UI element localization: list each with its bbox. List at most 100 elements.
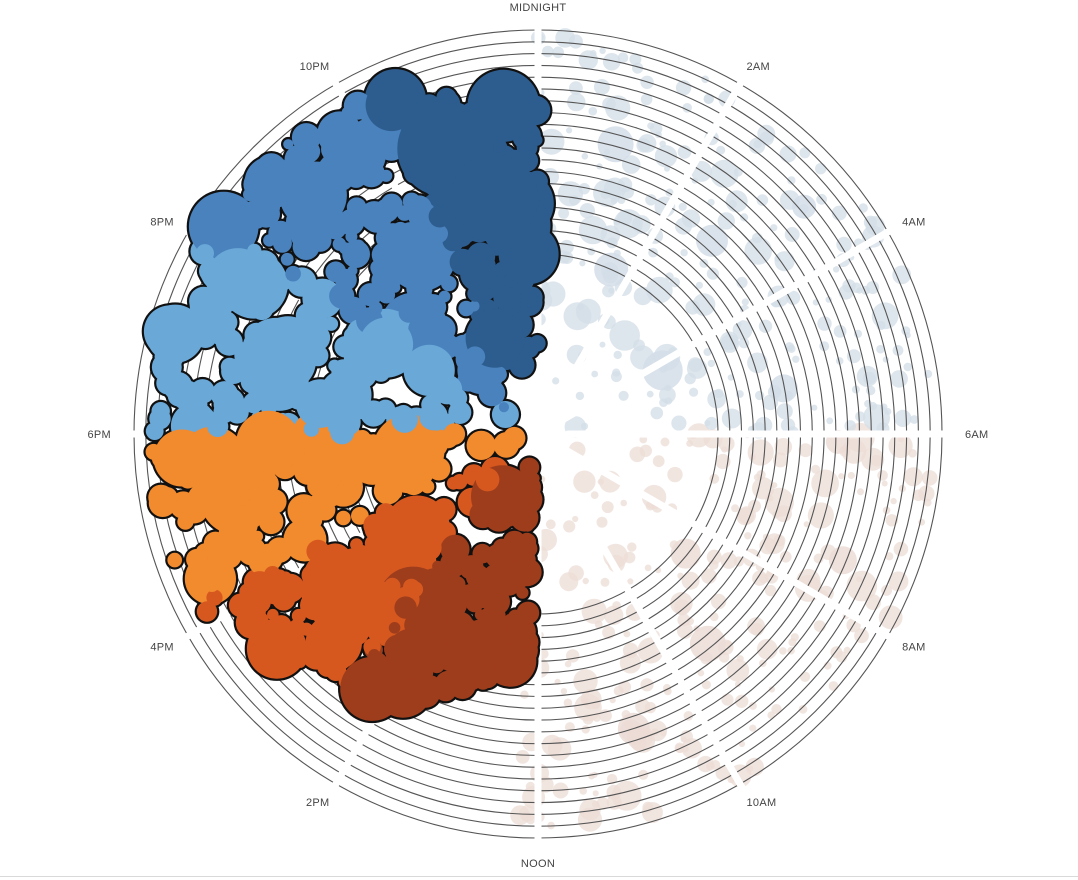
- highlighted-point[interactable]: [167, 552, 182, 568]
- highlighted-point[interactable]: [360, 207, 376, 223]
- highlighted-point[interactable]: [457, 370, 479, 392]
- highlighted-point[interactable]: [381, 439, 436, 494]
- highlighted-point[interactable]: [199, 497, 217, 516]
- highlighted-point[interactable]: [320, 590, 340, 610]
- highlighted-point[interactable]: [447, 606, 465, 623]
- highlighted-point[interactable]: [366, 434, 381, 449]
- highlighted-point[interactable]: [195, 244, 214, 263]
- highlighted-point[interactable]: [220, 357, 239, 376]
- highlighted-point[interactable]: [305, 512, 323, 529]
- highlighted-point[interactable]: [207, 547, 226, 566]
- highlighted-point[interactable]: [350, 538, 363, 551]
- highlighted-point[interactable]: [365, 79, 418, 132]
- highlighted-point[interactable]: [191, 403, 212, 424]
- highlighted-point[interactable]: [391, 406, 418, 433]
- highlighted-point[interactable]: [390, 254, 404, 268]
- highlighted-point[interactable]: [479, 607, 497, 626]
- highlighted-point[interactable]: [386, 352, 408, 374]
- highlighted-point[interactable]: [366, 448, 395, 477]
- highlighted-point[interactable]: [426, 226, 441, 240]
- highlighted-point[interactable]: [498, 224, 559, 285]
- highlighted-point[interactable]: [325, 261, 347, 283]
- highlighted-point[interactable]: [196, 601, 218, 622]
- highlighted-point[interactable]: [280, 279, 291, 290]
- highlighted-point[interactable]: [336, 510, 351, 526]
- highlighted-point[interactable]: [237, 366, 250, 380]
- highlighted-point[interactable]: [466, 430, 496, 460]
- highlighted-point[interactable]: [485, 497, 514, 527]
- highlighted-point[interactable]: [343, 327, 361, 344]
- highlighted-point[interactable]: [402, 192, 421, 211]
- highlighted-point[interactable]: [243, 170, 272, 199]
- highlighted-point[interactable]: [267, 608, 279, 621]
- highlighted-point[interactable]: [211, 270, 240, 299]
- highlighted-point[interactable]: [493, 432, 519, 458]
- highlighted-point[interactable]: [384, 482, 395, 493]
- highlighted-point[interactable]: [450, 154, 539, 242]
- highlighted-point[interactable]: [498, 402, 509, 413]
- highlighted-point[interactable]: [421, 593, 441, 614]
- highlighted-point[interactable]: [288, 619, 306, 637]
- highlighted-point[interactable]: [295, 523, 318, 546]
- highlighted-point[interactable]: [467, 285, 484, 302]
- highlighted-point[interactable]: [272, 233, 292, 253]
- highlighted-point[interactable]: [467, 69, 540, 142]
- highlighted-point[interactable]: [403, 344, 455, 396]
- highlighted-point[interactable]: [448, 401, 472, 424]
- highlighted-point[interactable]: [231, 205, 252, 227]
- highlighted-point[interactable]: [340, 215, 352, 227]
- highlighted-point[interactable]: [217, 490, 234, 507]
- highlighted-point[interactable]: [459, 555, 484, 580]
- highlighted-point[interactable]: [250, 266, 275, 292]
- highlighted-point[interactable]: [335, 484, 347, 496]
- highlighted-point[interactable]: [338, 566, 365, 593]
- highlighted-point[interactable]: [343, 91, 372, 120]
- highlighted-point[interactable]: [421, 394, 441, 415]
- highlighted-point[interactable]: [483, 563, 508, 588]
- highlighted-point[interactable]: [263, 234, 276, 247]
- highlighted-point[interactable]: [506, 616, 536, 647]
- highlighted-point[interactable]: [424, 677, 439, 691]
- highlighted-point[interactable]: [148, 489, 177, 517]
- highlighted-point[interactable]: [516, 586, 529, 599]
- highlighted-point[interactable]: [172, 463, 195, 487]
- highlighted-point[interactable]: [360, 400, 387, 427]
- highlighted-point[interactable]: [436, 639, 447, 650]
- highlighted-point[interactable]: [299, 577, 326, 604]
- highlighted-point[interactable]: [441, 275, 457, 292]
- highlighted-point[interactable]: [460, 255, 497, 292]
- highlighted-point[interactable]: [374, 559, 388, 572]
- highlighted-point[interactable]: [329, 283, 355, 309]
- highlighted-point[interactable]: [430, 299, 443, 312]
- highlighted-point[interactable]: [264, 566, 282, 583]
- highlighted-point[interactable]: [248, 380, 270, 402]
- highlighted-point[interactable]: [292, 454, 313, 475]
- highlighted-point[interactable]: [324, 316, 339, 331]
- highlighted-point[interactable]: [446, 476, 460, 490]
- highlighted-point[interactable]: [206, 589, 223, 606]
- highlighted-point[interactable]: [317, 152, 358, 193]
- highlighted-point[interactable]: [517, 532, 537, 552]
- highlighted-point[interactable]: [519, 457, 540, 478]
- highlighted-point[interactable]: [340, 656, 405, 721]
- highlighted-point[interactable]: [464, 346, 486, 367]
- highlighted-point[interactable]: [331, 359, 356, 384]
- highlighted-point[interactable]: [218, 517, 249, 547]
- highlighted-point[interactable]: [394, 596, 417, 619]
- highlighted-point[interactable]: [381, 237, 412, 268]
- highlighted-point[interactable]: [283, 139, 294, 150]
- highlighted-point[interactable]: [241, 317, 311, 387]
- highlighted-point[interactable]: [514, 549, 536, 571]
- highlighted-point[interactable]: [177, 513, 194, 530]
- highlighted-point[interactable]: [163, 371, 193, 401]
- highlighted-point[interactable]: [475, 467, 500, 492]
- highlighted-point[interactable]: [286, 206, 316, 237]
- highlighted-point[interactable]: [375, 503, 396, 524]
- highlighted-point[interactable]: [491, 401, 519, 428]
- highlighted-point[interactable]: [468, 300, 480, 312]
- highlighted-point[interactable]: [333, 408, 361, 436]
- highlighted-point[interactable]: [291, 123, 321, 152]
- highlighted-point[interactable]: [309, 452, 340, 483]
- highlighted-point[interactable]: [502, 640, 529, 667]
- highlighted-point[interactable]: [236, 410, 301, 476]
